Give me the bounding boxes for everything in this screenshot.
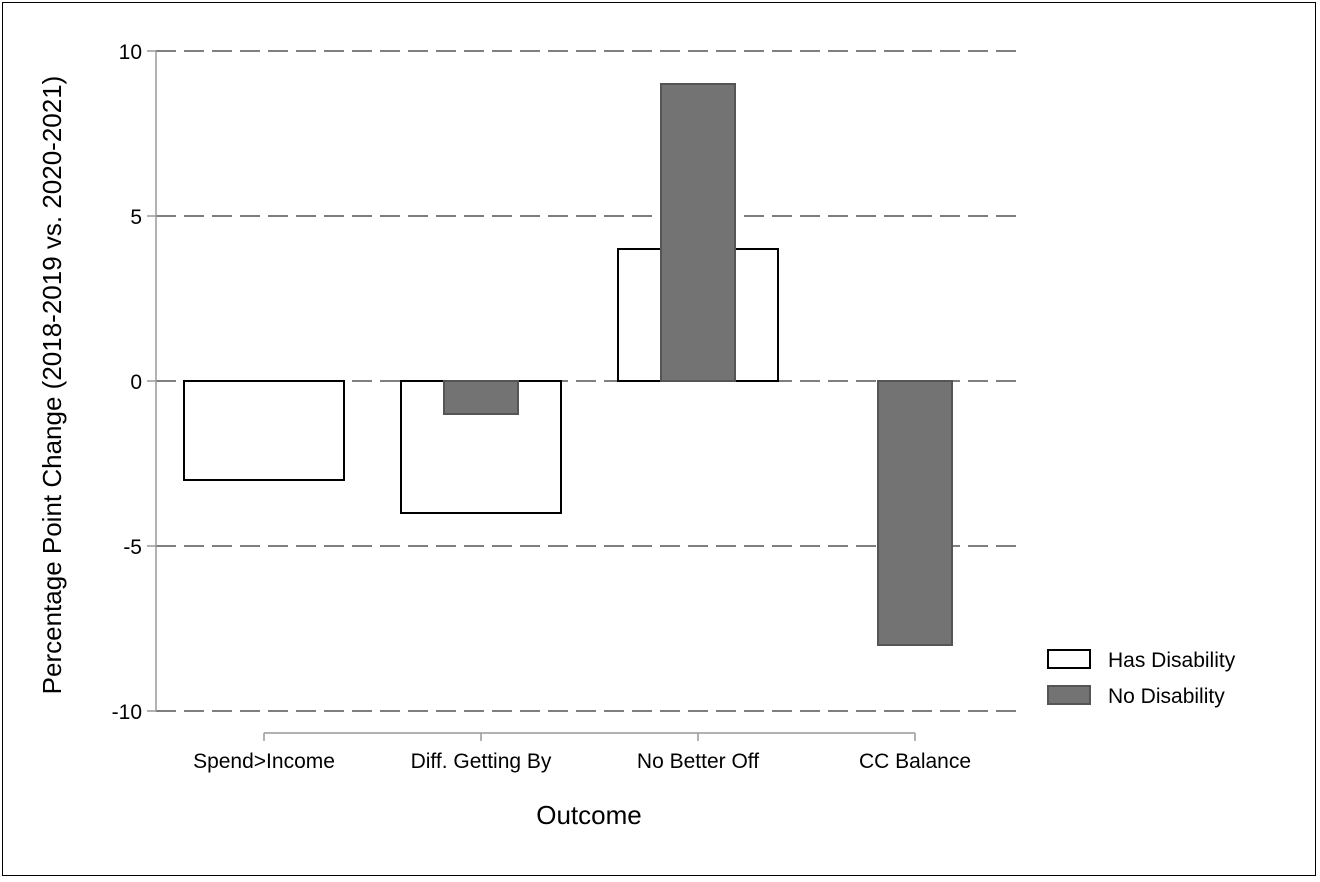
x-axis-label: Outcome bbox=[536, 800, 642, 830]
bar-no-disability bbox=[443, 380, 519, 415]
legend-swatch-no-disability bbox=[1047, 685, 1091, 705]
y-axis-label: Percentage Point Change (2018-2019 vs. 2… bbox=[37, 76, 67, 695]
legend: Has Disability No Disability bbox=[1047, 649, 1236, 708]
legend-label-has-disability: Has Disability bbox=[1108, 649, 1236, 672]
bar-has-disability bbox=[183, 380, 345, 481]
legend-swatch-has-disability bbox=[1047, 649, 1091, 669]
bar-no-disability bbox=[660, 83, 736, 382]
y-tick-label: -5 bbox=[123, 536, 142, 559]
x-tick-label: Spend>Income bbox=[193, 750, 335, 773]
x-tick-label: Diff. Getting By bbox=[411, 750, 552, 773]
x-tick-label: No Better Off bbox=[637, 750, 759, 773]
y-tick-label: 10 bbox=[119, 41, 142, 64]
bar-no-disability bbox=[877, 380, 953, 646]
y-tick-label: 5 bbox=[130, 206, 142, 229]
axes: 10 5 0 -5 -10 Spend>Income Diff. Getting By No … bbox=[112, 41, 971, 773]
bar-chart: 10 5 0 -5 -10 Spend>Income Diff. Getting By No … bbox=[37, 41, 1236, 830]
y-tick-label: -10 bbox=[112, 701, 142, 724]
bars bbox=[183, 83, 953, 646]
y-tick-label: 0 bbox=[130, 371, 142, 394]
legend-label-no-disability: No Disability bbox=[1108, 685, 1225, 708]
x-tick-label: CC Balance bbox=[859, 750, 971, 773]
